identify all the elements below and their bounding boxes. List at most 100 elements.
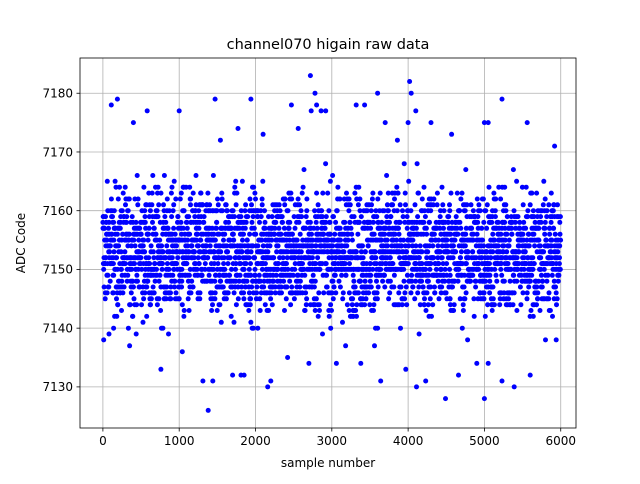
x-tick-label: 4000: [393, 434, 424, 448]
data-point: [515, 214, 521, 220]
data-point: [553, 284, 558, 290]
data-point: [371, 231, 377, 237]
data-point-outlier: [108, 102, 114, 108]
data-point: [144, 284, 150, 290]
data-point: [382, 284, 388, 290]
data-point: [236, 278, 242, 284]
data-point: [517, 225, 523, 231]
data-point: [434, 190, 440, 196]
data-point: [330, 278, 336, 284]
data-point: [520, 231, 526, 237]
data-point: [427, 219, 432, 225]
data-point: [437, 214, 443, 220]
data-point: [219, 196, 225, 202]
data-point: [541, 178, 547, 184]
data-point: [436, 261, 442, 267]
data-point: [340, 296, 346, 302]
data-point: [139, 302, 144, 308]
data-point: [160, 249, 166, 255]
data-point: [424, 255, 430, 261]
data-point: [274, 249, 280, 255]
data-point: [248, 272, 254, 278]
data-point: [358, 249, 364, 255]
data-point: [537, 243, 543, 249]
data-point: [172, 231, 178, 237]
data-point: [283, 296, 289, 302]
data-point: [132, 243, 138, 249]
data-point: [126, 196, 132, 202]
data-point: [481, 290, 487, 296]
data-point: [284, 284, 290, 290]
data-point: [444, 243, 450, 249]
data-point: [356, 290, 361, 296]
data-point: [364, 208, 370, 214]
data-point: [400, 214, 406, 220]
data-point: [223, 202, 229, 208]
data-point: [104, 178, 110, 184]
data-point: [557, 266, 563, 272]
data-point: [534, 190, 540, 196]
data-point: [387, 278, 393, 284]
data-point: [365, 243, 371, 249]
data-point-outlier: [268, 378, 274, 384]
data-point: [280, 255, 286, 261]
data-point: [125, 325, 131, 331]
data-point: [185, 237, 191, 243]
data-point: [468, 202, 474, 208]
data-point: [363, 296, 369, 302]
data-point: [346, 196, 352, 202]
data-point: [374, 296, 380, 302]
data-point: [391, 272, 397, 278]
data-point: [130, 278, 136, 284]
data-point: [458, 225, 464, 231]
data-point: [554, 296, 560, 302]
data-point: [458, 255, 463, 261]
data-point: [512, 219, 518, 225]
data-point: [557, 214, 563, 220]
data-point: [375, 196, 381, 202]
data-point: [520, 202, 526, 208]
data-point: [431, 231, 437, 237]
data-point: [201, 214, 207, 220]
data-point: [366, 290, 372, 296]
data-point: [415, 290, 421, 296]
data-point: [262, 261, 268, 267]
data-point: [228, 313, 234, 319]
data-point: [159, 243, 165, 249]
data-point: [150, 173, 156, 178]
data-point: [196, 225, 202, 231]
data-point: [490, 284, 496, 290]
data-point: [120, 231, 126, 237]
data-point: [397, 219, 403, 225]
data-point: [403, 202, 408, 208]
data-point: [292, 225, 298, 231]
data-point: [201, 219, 207, 225]
data-point-outlier: [212, 96, 218, 102]
data-point: [327, 231, 333, 237]
data-point: [158, 190, 164, 196]
data-point: [551, 225, 557, 231]
data-point: [460, 302, 466, 308]
data-point: [212, 278, 218, 284]
data-point: [194, 237, 200, 243]
data-point: [548, 219, 554, 225]
data-point: [279, 214, 285, 220]
data-point: [325, 237, 331, 243]
data-point: [404, 214, 410, 220]
data-point-outlier: [443, 396, 448, 402]
data-point: [328, 302, 334, 308]
data-point: [242, 284, 248, 290]
data-point: [373, 261, 379, 267]
data-point: [134, 302, 140, 308]
data-point: [314, 190, 320, 196]
data-point: [548, 249, 554, 255]
data-point: [199, 272, 205, 278]
data-point: [535, 290, 541, 296]
data-point: [357, 208, 363, 214]
data-point: [241, 296, 247, 302]
data-point: [502, 225, 508, 231]
data-point: [404, 249, 410, 255]
data-point: [319, 214, 325, 220]
data-point: [526, 231, 532, 237]
